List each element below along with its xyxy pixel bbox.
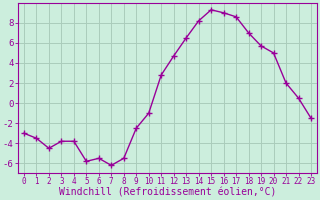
X-axis label: Windchill (Refroidissement éolien,°C): Windchill (Refroidissement éolien,°C) <box>59 187 276 197</box>
